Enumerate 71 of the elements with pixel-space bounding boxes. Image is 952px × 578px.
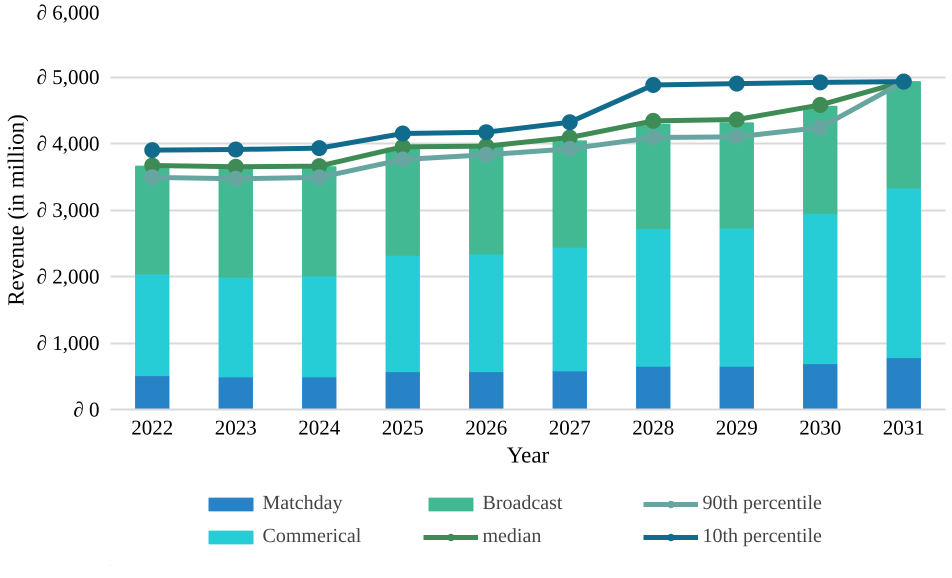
bar (386, 254, 420, 372)
bar (636, 366, 670, 410)
bar (135, 166, 170, 274)
y-axis-title: Revenue (in million) (4, 114, 29, 306)
x-tick-label: 2027 (548, 416, 591, 440)
x-tick-label: 2031 (882, 416, 925, 440)
point (478, 146, 494, 163)
bar (302, 275, 336, 378)
x-tick-label: 2022 (131, 416, 174, 440)
point (394, 126, 411, 142)
legend-label: Commerical (262, 525, 362, 548)
x-tick-label: 2028 (632, 416, 674, 440)
point (645, 112, 662, 129)
y-tick-label: ∂ 6,000 (36, 0, 100, 24)
bar (386, 371, 420, 410)
x-axis-title: Year (506, 442, 550, 468)
x-tick-label: 2029 (716, 416, 758, 440)
point (562, 114, 578, 130)
point (228, 142, 244, 158)
bar (469, 253, 504, 372)
bar (803, 212, 838, 364)
legend-label: 10th percentile (702, 525, 823, 548)
bar (886, 357, 921, 410)
bar (720, 122, 754, 228)
legend-label: 90th percentile (702, 492, 823, 515)
x-tick-label: 2030 (799, 416, 842, 440)
bar (803, 363, 838, 410)
bar (552, 370, 587, 410)
y-tick-label: ∂ 2,000 (36, 264, 100, 288)
bar (218, 276, 253, 378)
bar (469, 146, 504, 254)
bar (135, 273, 170, 376)
y-tick-label: ∂ 0 (73, 398, 100, 422)
point (728, 76, 745, 92)
bar (469, 371, 504, 410)
point (228, 170, 244, 187)
x-tick-label: 2023 (214, 416, 257, 440)
point (645, 76, 662, 93)
bar (720, 366, 754, 410)
point (812, 120, 828, 136)
point (728, 128, 745, 145)
bar (135, 375, 170, 410)
x-tick-label: 2024 (298, 416, 341, 440)
point (645, 130, 662, 146)
point (728, 112, 745, 128)
x-tick-label: 2026 (465, 416, 508, 440)
point (478, 124, 494, 140)
legend-label: Matchday (262, 492, 344, 515)
y-tick-label: ∂ 4,000 (36, 132, 100, 156)
x-tick-label: 2025 (382, 416, 424, 440)
bar (886, 188, 921, 358)
point (812, 96, 828, 113)
point (311, 140, 328, 156)
y-tick-label: ∂ 1,000 (36, 331, 100, 355)
point (394, 151, 411, 168)
point (812, 74, 828, 90)
bar (218, 376, 253, 410)
point (562, 140, 578, 157)
bar (552, 246, 587, 372)
point (144, 169, 160, 186)
bar (720, 227, 754, 367)
legend-label: median (482, 525, 542, 548)
bar (886, 81, 921, 189)
bar (552, 140, 587, 248)
point (311, 169, 328, 186)
bar (302, 376, 336, 410)
legend-label: Broadcast (482, 492, 564, 515)
point (144, 142, 160, 158)
y-tick-label: ∂ 5,000 (36, 65, 100, 89)
y-tick-label: ∂ 3,000 (36, 198, 100, 222)
bar (636, 228, 670, 367)
